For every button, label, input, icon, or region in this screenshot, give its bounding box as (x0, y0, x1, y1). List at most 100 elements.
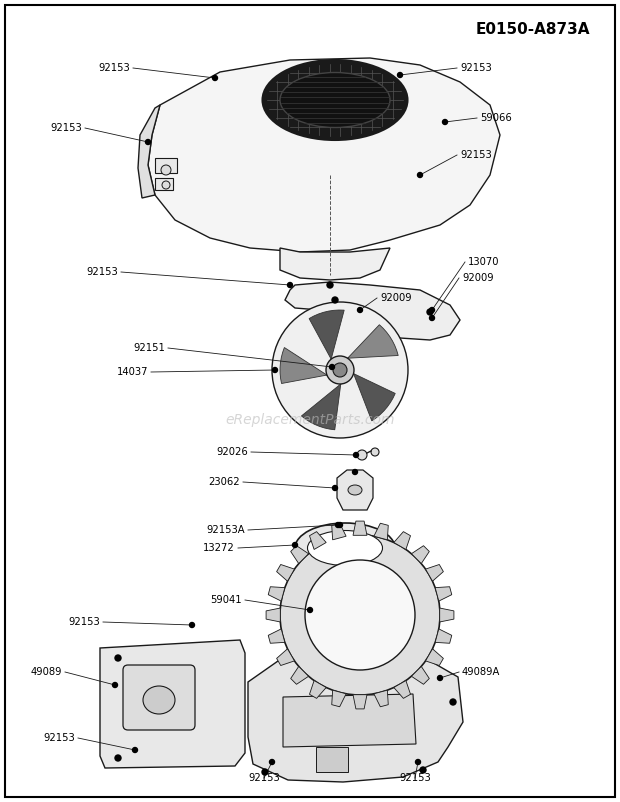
Text: eReplacementParts.com: eReplacementParts.com (225, 413, 395, 427)
Text: 92009: 92009 (462, 273, 494, 283)
Text: 92153: 92153 (68, 617, 100, 627)
Polygon shape (425, 649, 443, 666)
Text: 14037: 14037 (117, 367, 148, 377)
Text: 92153: 92153 (399, 773, 431, 783)
Polygon shape (332, 523, 346, 540)
Polygon shape (283, 694, 416, 747)
Polygon shape (280, 248, 390, 280)
Text: 92153: 92153 (50, 123, 82, 133)
Text: 49089: 49089 (30, 667, 62, 677)
Polygon shape (280, 347, 330, 383)
Circle shape (308, 607, 312, 613)
Polygon shape (277, 649, 294, 666)
Bar (155, 178, 173, 190)
Polygon shape (248, 647, 463, 782)
Circle shape (335, 522, 340, 528)
Circle shape (353, 469, 358, 475)
Circle shape (270, 759, 275, 764)
Ellipse shape (348, 485, 362, 495)
Polygon shape (412, 666, 429, 684)
Text: 92153: 92153 (98, 63, 130, 73)
Circle shape (397, 72, 402, 78)
Polygon shape (337, 470, 373, 510)
Circle shape (427, 309, 433, 315)
Circle shape (332, 297, 338, 303)
Ellipse shape (262, 60, 407, 140)
Polygon shape (353, 521, 367, 535)
Polygon shape (352, 370, 395, 421)
Text: E0150-A873A: E0150-A873A (476, 22, 590, 37)
Text: 92026: 92026 (216, 447, 248, 457)
Text: 59041: 59041 (210, 595, 242, 605)
Polygon shape (138, 105, 160, 198)
Polygon shape (316, 747, 348, 772)
Polygon shape (291, 666, 309, 684)
Ellipse shape (280, 72, 390, 128)
Circle shape (357, 450, 367, 460)
Circle shape (337, 522, 342, 528)
Polygon shape (374, 691, 388, 707)
Polygon shape (309, 532, 326, 549)
Polygon shape (309, 681, 326, 699)
Circle shape (326, 356, 354, 384)
Text: 92153: 92153 (248, 773, 280, 783)
Circle shape (417, 172, 422, 177)
Text: 92153: 92153 (86, 267, 118, 277)
Ellipse shape (143, 686, 175, 714)
Text: 23062: 23062 (208, 477, 240, 487)
Circle shape (430, 315, 435, 321)
Text: 13070: 13070 (468, 257, 500, 267)
Circle shape (273, 367, 278, 372)
Circle shape (430, 307, 435, 313)
Polygon shape (268, 629, 285, 643)
Text: 92009: 92009 (380, 293, 412, 303)
Circle shape (371, 448, 379, 456)
Circle shape (293, 542, 298, 548)
Polygon shape (148, 58, 500, 252)
Circle shape (133, 747, 138, 752)
Polygon shape (353, 695, 367, 709)
Circle shape (213, 75, 218, 80)
Ellipse shape (308, 530, 383, 565)
Text: 59066: 59066 (480, 113, 511, 123)
Circle shape (280, 535, 440, 695)
FancyBboxPatch shape (123, 665, 195, 730)
Text: 49089A: 49089A (462, 667, 500, 677)
Polygon shape (440, 608, 454, 622)
Polygon shape (374, 523, 388, 540)
Circle shape (358, 307, 363, 313)
Text: 13272: 13272 (203, 543, 235, 553)
Circle shape (112, 683, 118, 687)
Circle shape (115, 755, 121, 761)
Circle shape (161, 165, 171, 175)
Text: 92153: 92153 (460, 150, 492, 160)
Circle shape (262, 769, 268, 775)
Circle shape (190, 622, 195, 627)
Polygon shape (435, 629, 452, 643)
Circle shape (329, 364, 335, 370)
Text: 92153: 92153 (460, 63, 492, 73)
Circle shape (288, 282, 293, 287)
Circle shape (146, 140, 151, 144)
Circle shape (333, 363, 347, 377)
Polygon shape (412, 545, 429, 564)
Polygon shape (394, 681, 410, 699)
Circle shape (162, 181, 170, 189)
Circle shape (327, 282, 333, 288)
Circle shape (353, 452, 358, 457)
Circle shape (115, 655, 121, 661)
Circle shape (415, 759, 420, 764)
Circle shape (443, 119, 448, 124)
Polygon shape (425, 565, 443, 581)
Polygon shape (266, 608, 280, 622)
Circle shape (450, 699, 456, 705)
Polygon shape (343, 325, 398, 360)
Polygon shape (100, 640, 245, 768)
Bar (155, 158, 177, 173)
Polygon shape (268, 587, 285, 602)
Circle shape (272, 302, 408, 438)
Circle shape (305, 560, 415, 670)
Polygon shape (332, 691, 346, 707)
Polygon shape (435, 587, 452, 602)
Text: 92153A: 92153A (206, 525, 245, 535)
